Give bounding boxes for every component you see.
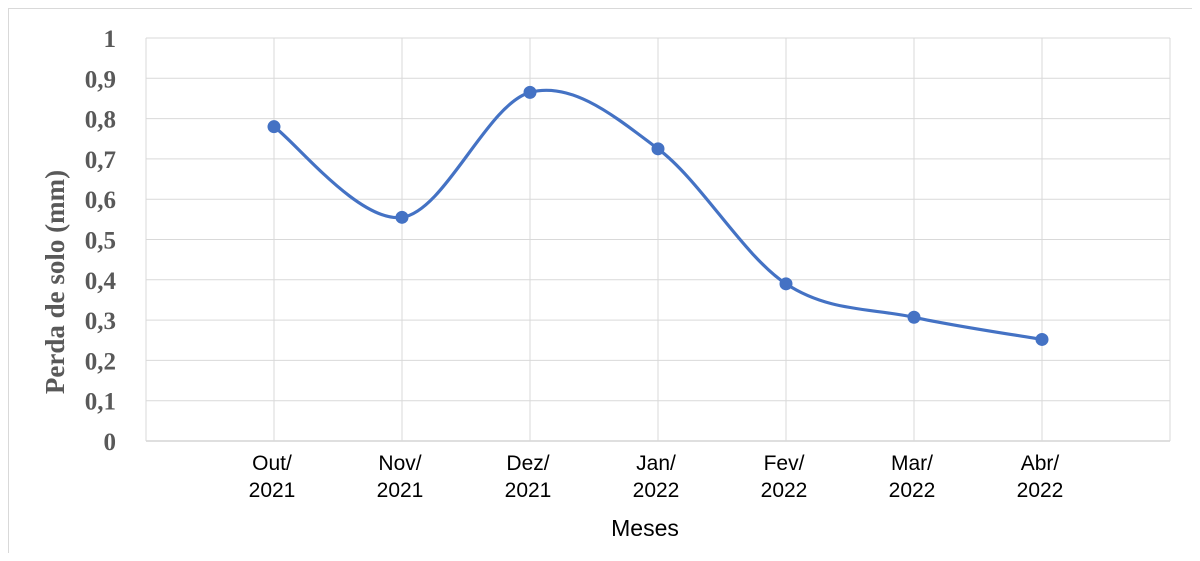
- x-tick-label: Dez/2021: [505, 452, 552, 502]
- y-tick-label: 0,3: [85, 308, 116, 335]
- grid: [145, 37, 1171, 442]
- y-tick-label: 0,6: [85, 187, 116, 214]
- y-tick-label: 0,1: [85, 389, 116, 416]
- x-tick-label: Abr/2022: [1017, 452, 1064, 502]
- data-point: [395, 210, 409, 224]
- data-point: [1035, 332, 1049, 346]
- data-point: [267, 120, 281, 134]
- y-tick-label: 0,4: [85, 268, 117, 295]
- y-tick-label: 0,5: [85, 228, 116, 255]
- chart-frame: [8, 8, 1192, 553]
- y-axis-ticks: 0 0,1 0,2 0,3 0,4 0,5 0,6 0,7 0,8 0,9 1: [85, 26, 117, 456]
- data-point: [907, 310, 921, 324]
- data-point: [779, 277, 793, 291]
- x-axis-label: Meses: [611, 515, 679, 541]
- y-axis-label: Perda de solo (mm): [40, 170, 70, 394]
- y-tick-label: 0: [104, 429, 117, 456]
- x-tick-label: Mar/2022: [889, 452, 936, 502]
- data-point: [523, 85, 537, 99]
- x-tick-label: Nov/2021: [377, 452, 424, 502]
- y-tick-label: 0,7: [85, 147, 116, 174]
- x-tick-label: Out/2021: [249, 452, 296, 502]
- y-tick-label: 0,2: [85, 348, 116, 375]
- data-point: [651, 142, 665, 156]
- series-group: [267, 85, 1049, 346]
- y-tick-label: 1: [104, 26, 117, 53]
- x-axis-ticks: Out/2021 Nov/2021 Dez/2021 Jan/2022 Fev/2022…: [249, 452, 1064, 502]
- x-tick-label: Fev/2022: [761, 452, 808, 502]
- y-tick-label: 0,9: [85, 66, 116, 93]
- x-tick-label: Jan/2022: [633, 452, 680, 502]
- y-tick-label: 0,8: [85, 107, 116, 134]
